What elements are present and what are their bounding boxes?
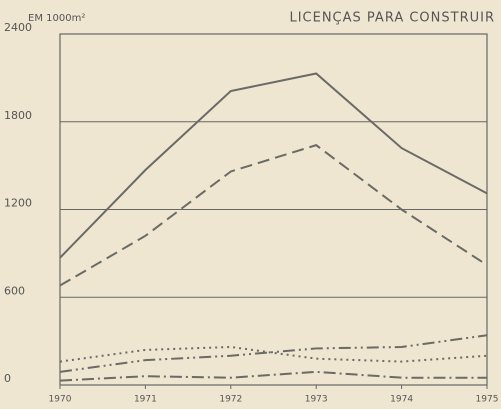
x-tick-label: 1972 [219, 395, 242, 405]
chart-title: LICENÇAS PARA CONSTRUIR [289, 11, 495, 26]
y-tick-label: 1800 [4, 109, 32, 122]
x-tick-label: 1970 [49, 395, 72, 405]
y-tick-label: 0 [4, 372, 11, 385]
x-tick-label: 1974 [390, 395, 413, 405]
y-tick-label: 2400 [4, 21, 32, 34]
x-tick-label: 1975 [476, 395, 499, 405]
line-series [59, 370, 487, 382]
y-axis-label: EM 1000m² [28, 13, 85, 24]
x-tick-label: 1971 [134, 395, 157, 405]
line-series [59, 144, 488, 287]
y-tick-label: 600 [4, 284, 25, 297]
x-tick-label: 1973 [305, 395, 328, 405]
line-series [59, 72, 488, 259]
y-tick-label: 1200 [4, 197, 32, 210]
